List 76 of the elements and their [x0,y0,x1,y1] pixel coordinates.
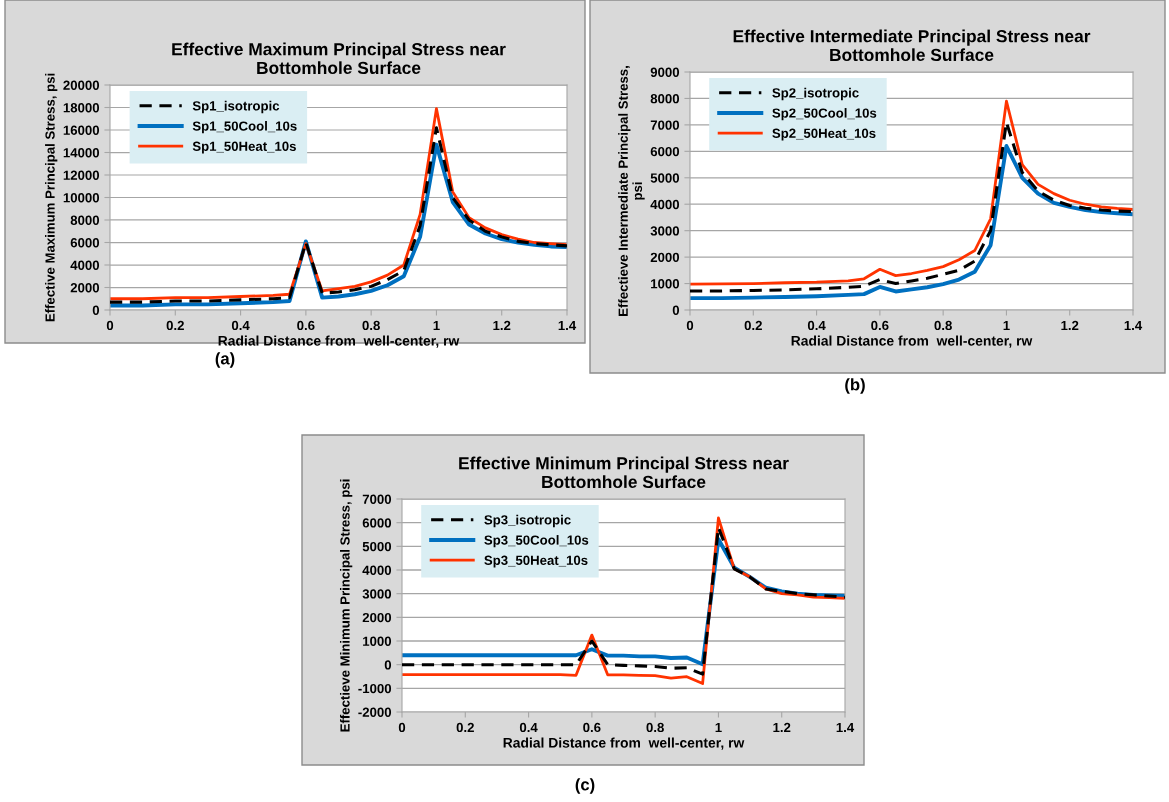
x-tick-label: 1.2 [773,722,791,732]
y-axis-title: Effectieve Minimum Principal Stress, psi [339,479,353,732]
y-tick-label: 5000 [362,541,392,552]
y-tick-label: 10000 [63,193,100,203]
text: (a) [215,352,235,368]
legend-label: Sp1_50Heat_10s [192,141,296,154]
y-tick-label: 3000 [362,589,392,599]
y-tick-label: 0 [672,305,680,315]
y-tick-label: 6000 [362,518,392,528]
chart-title: Effective Minimum Principal Stress near Bottomhole Surface [459,456,789,489]
y-tick-label: 3000 [650,226,680,236]
x-tick-label: 0.8 [646,722,664,733]
x-tick-label: 0.4 [519,722,538,733]
y-tick-label: 4000 [362,565,392,575]
x-tick-label: 0.2 [744,320,762,331]
x-tick-label: 0.8 [934,320,952,331]
y-tick-label: 18000 [63,103,100,113]
y-tick-label: 6000 [70,238,100,248]
x-tick-label: 1 [1003,320,1010,330]
text: (c) [575,778,595,794]
x-tick-label: 1 [433,320,440,330]
y-tick-label: -1000 [358,683,392,694]
legend-label: Sp1_isotropic [192,100,280,114]
chart-title: Effective Maximum Principal Stress near Bottomhole Surface [172,42,506,75]
chart-title: Effective Intermediate Principal Stress near Bottomhole Surface [733,29,1091,62]
y-tick-label: 8000 [650,94,680,104]
x-tick-label: 0 [398,722,406,733]
x-tick-label: 0.6 [871,320,889,331]
y-tick-label: 12000 [63,170,100,180]
y-tick-label: 7000 [362,494,392,504]
x-axis-title: Radial Distance from well-center, rw [503,737,745,750]
x-axis-title: Radial Distance from well-center, rw [218,335,460,348]
x-tick-label: 0 [686,320,694,331]
legend-label: Sp3_50Cool_10s [484,535,589,548]
legend-label: Sp3_isotropic [484,514,571,528]
x-tick-label: 0.6 [583,722,601,733]
y-tick-label: 4000 [650,199,680,210]
x-tick-label: 0.8 [362,320,380,331]
y-tick-label: 2000 [650,252,680,263]
y-tick-label: 1000 [651,279,680,289]
x-tick-label: 0.4 [807,320,826,331]
y-tick-label: 6000 [650,146,680,157]
x-tick-label: 1.2 [1061,320,1079,330]
x-tick-label: 1.4 [836,722,855,732]
y-tick-label: 16000 [63,125,100,135]
y-axis-title: Effectieve Intermediate Principal Stress, psi [618,66,645,316]
y-tick-label: 4000 [70,260,100,270]
x-tick-label: 0.4 [231,320,250,331]
x-tick-label: 1 [715,722,722,732]
y-tick-label: 20000 [63,80,100,90]
legend-label: Sp2_isotropic [772,87,859,101]
y-tick-label: 14000 [63,148,100,158]
y-tick-label: -2000 [358,707,392,717]
legend-label: Sp2_50Cool_10s [772,108,877,121]
y-tick-label: 9000 [650,67,680,77]
x-tick-label: 1.2 [493,320,511,330]
y-tick-label: 2000 [362,612,392,623]
y-tick-label: 1000 [363,636,392,646]
x-tick-label: 0 [106,320,114,331]
x-tick-label: 1.4 [558,320,577,330]
x-tick-label: 0.2 [166,320,184,331]
legend-label: Sp3_50Heat_10s [484,555,588,568]
text: (b) [845,378,865,394]
x-tick-label: 0.6 [297,320,315,331]
y-tick-label: 0 [384,660,392,670]
y-tick-label: 2000 [70,283,100,293]
y-tick-label: 0 [92,305,100,315]
x-tick-label: 1.4 [1124,320,1143,330]
x-tick-label: 0.2 [456,722,474,733]
legend-label: Sp2_50Heat_10s [772,128,876,141]
legend-label: Sp1_50Cool_10s [192,121,297,134]
x-axis-title: Radial Distance from well-center, rw [791,335,1033,348]
y-tick-label: 8000 [70,215,100,225]
y-tick-label: 7000 [650,120,680,130]
y-axis-title: Effective Maximum Principal Stress, psi [45,73,58,322]
y-tick-label: 5000 [650,173,680,183]
